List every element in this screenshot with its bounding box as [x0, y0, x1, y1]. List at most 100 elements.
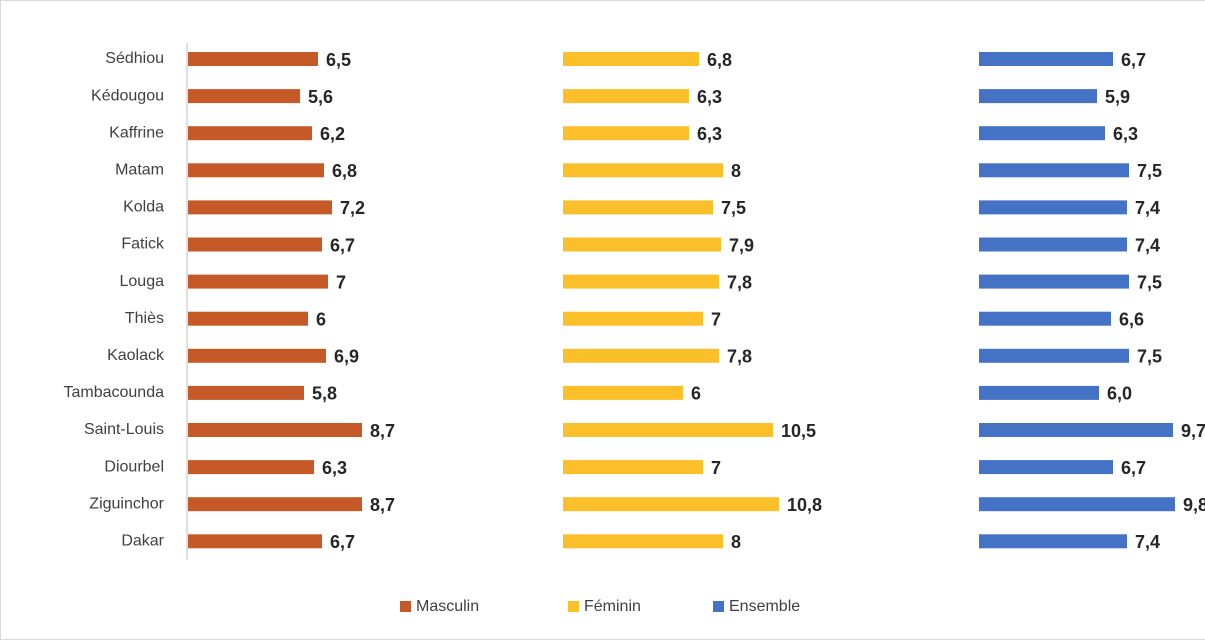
bar: [979, 311, 1111, 326]
bar: [188, 311, 308, 326]
value-label: 6,7: [1121, 50, 1146, 70]
bar: [188, 89, 300, 104]
category-label: Kédougou: [91, 87, 164, 104]
bar: [563, 163, 723, 178]
bar: [188, 385, 304, 400]
bar: [188, 126, 312, 141]
legend-swatch: [713, 601, 724, 612]
value-label: 8: [731, 161, 741, 181]
value-label: 7,5: [721, 198, 746, 218]
category-label: Diourbel: [104, 458, 164, 475]
value-label: 7,4: [1135, 235, 1160, 255]
category-label: Fatick: [121, 236, 165, 253]
bar: [188, 348, 326, 363]
category-label: Louga: [120, 273, 165, 290]
bar: [188, 163, 324, 178]
bar: [563, 348, 719, 363]
value-label: 6,3: [1113, 124, 1138, 144]
value-label: 8: [731, 532, 741, 552]
category-label: Ziguinchor: [89, 495, 164, 512]
value-label: 5,9: [1105, 87, 1130, 107]
value-label: 6,5: [326, 50, 351, 70]
value-label: 7,5: [1137, 272, 1162, 292]
category-label: Matam: [115, 162, 164, 179]
bar: [979, 385, 1099, 400]
bar: [563, 237, 721, 252]
value-label: 7,4: [1135, 532, 1160, 552]
category-label: Tambacounda: [63, 384, 164, 401]
bar: [563, 200, 713, 215]
value-label: 6,7: [330, 235, 355, 255]
category-label: Kaffrine: [109, 124, 164, 141]
value-label: 7: [336, 272, 346, 292]
value-label: 6: [691, 384, 701, 404]
value-label: 8,7: [370, 495, 395, 515]
value-label: 6,7: [1121, 458, 1146, 478]
bar: [979, 200, 1127, 215]
bar: [563, 460, 703, 475]
bar: [188, 534, 322, 549]
value-label: 10,8: [787, 495, 822, 515]
value-label: 8,7: [370, 421, 395, 441]
value-label: 5,6: [308, 87, 333, 107]
value-label: 10,5: [781, 421, 816, 441]
bar: [979, 460, 1113, 475]
category-label: Dakar: [121, 533, 164, 550]
value-label: 7,5: [1137, 161, 1162, 181]
bar: [188, 237, 322, 252]
value-label: 7,4: [1135, 198, 1160, 218]
bar: [979, 274, 1129, 289]
value-label: 7: [711, 458, 721, 478]
bar: [188, 52, 318, 66]
legend-label: Féminin: [584, 598, 641, 615]
bar: [188, 497, 362, 512]
bar: [979, 497, 1175, 512]
value-label: 7,5: [1137, 347, 1162, 367]
category-label: Kaolack: [107, 347, 165, 364]
bar: [563, 126, 689, 141]
value-label: 6,3: [322, 458, 347, 478]
bar: [563, 385, 683, 400]
value-label: 6: [316, 309, 326, 329]
value-label: 6,3: [697, 124, 722, 144]
value-label: 7,8: [727, 347, 752, 367]
bar: [563, 423, 773, 437]
legend-swatch: [400, 601, 411, 612]
bar: [563, 311, 703, 326]
value-label: 7,2: [340, 198, 365, 218]
value-label: 7: [711, 309, 721, 329]
bar: [563, 52, 699, 66]
bar: [188, 274, 328, 289]
bar: [563, 497, 779, 512]
value-label: 7,8: [727, 272, 752, 292]
bar: [188, 423, 362, 437]
value-label: 6,8: [707, 50, 732, 70]
value-label: 7,9: [729, 235, 754, 255]
category-label: Thiès: [125, 310, 164, 327]
bar: [979, 423, 1173, 437]
bar: [979, 52, 1113, 66]
value-label: 6,9: [334, 347, 359, 367]
value-label: 9,8: [1183, 495, 1205, 515]
bar: [979, 163, 1129, 178]
legend-swatch: [568, 601, 579, 612]
bar: [188, 460, 314, 475]
bar: [979, 126, 1105, 141]
bar: [563, 534, 723, 549]
value-label: 6,7: [330, 532, 355, 552]
value-label: 6,0: [1107, 384, 1132, 404]
value-label: 6,8: [332, 161, 357, 181]
bar: [979, 89, 1097, 104]
bar: [563, 89, 689, 104]
category-label: Kolda: [123, 199, 164, 216]
bar: [979, 237, 1127, 252]
value-label: 5,8: [312, 384, 337, 404]
category-label: Saint-Louis: [84, 421, 164, 438]
value-label: 6,3: [697, 87, 722, 107]
bar: [188, 200, 332, 215]
value-label: 6,6: [1119, 309, 1144, 329]
bar: [979, 534, 1127, 549]
value-label: 9,7: [1181, 421, 1205, 441]
value-label: 6,2: [320, 124, 345, 144]
